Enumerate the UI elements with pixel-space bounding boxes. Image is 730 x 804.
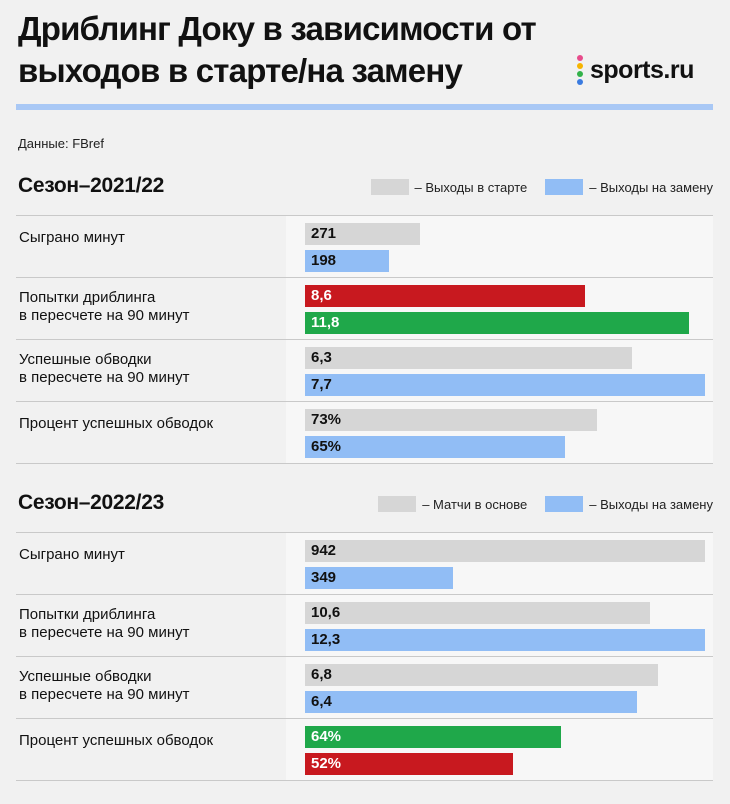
metric-row: Успешные обводки в пересчете на 90 минут 6… (16, 657, 713, 719)
bar-sub: 349 (305, 567, 453, 589)
bar-start: 10,6 (305, 602, 650, 624)
bar-value-label: 349 (311, 569, 337, 586)
legend-swatch-start (370, 179, 409, 195)
bar-start: 942 (305, 540, 705, 562)
bar-area: 10,6 12,3 (286, 595, 713, 656)
bar-value-label: 271 (311, 225, 337, 242)
season-2022-panel: Сыграно минут 942 349 Попытки дриблинга в пе… (16, 532, 713, 781)
bar-start: 6,3 (305, 347, 632, 369)
bar-value-label: 65% (311, 438, 342, 455)
metric-row: Процент успешных обводок 73% 65% (16, 402, 713, 464)
bar-value-label: 73% (311, 411, 342, 428)
bar-value-label: 942 (311, 542, 337, 559)
bar-start: 73% (305, 409, 597, 431)
legend-swatch-sub (545, 179, 584, 195)
metric-row: Сыграно минут 271 198 (16, 216, 713, 278)
bar-value-label: 7,7 (311, 376, 332, 393)
bar-sub: 11,8 (305, 312, 689, 334)
chart-title: Дриблинг Доку в зависимости от выходов в… (18, 10, 537, 89)
bar-sub: 6,4 (305, 691, 637, 713)
metric-label: Успешные обводки в пересчете на 90 минут (19, 351, 190, 386)
season-2022-title: Сезон–2022/23 (18, 491, 164, 514)
legend-label-sub: – Выходы на замену (589, 179, 713, 195)
metric-row: Сыграно минут 942 349 (16, 533, 713, 595)
season-2021-title: Сезон–2021/22 (18, 174, 164, 197)
sports-ru-logo: sports.ru (576, 54, 694, 86)
bar-value-label: 198 (311, 252, 337, 269)
bar-start: 271 (305, 223, 420, 245)
legend-swatch-sub (545, 496, 584, 512)
metric-label: Сыграно минут (19, 229, 125, 246)
legend-label-start: – Выходы в старте (414, 179, 528, 195)
season-2021-panel: Сыграно минут 271 198 Попытки дриблинга в пе… (16, 215, 713, 464)
legend-item-sub: – Выходы на замену (545, 496, 713, 512)
metric-label: Сыграно минут (19, 546, 125, 563)
bar-area: 271 198 (286, 216, 713, 277)
bar-start: 8,6 (305, 285, 585, 307)
metric-label: Процент успешных обводок (19, 732, 214, 749)
data-source: Данные: FBref (18, 136, 104, 151)
bar-value-label: 6,8 (311, 666, 332, 683)
bar-start: 6,8 (305, 664, 658, 686)
header-divider (16, 104, 713, 110)
legend-label-sub: – Выходы на замену (589, 496, 713, 512)
bar-value-label: 64% (311, 728, 342, 745)
metric-row: Процент успешных обводок 64% 52% (16, 719, 713, 781)
bar-value-label: 8,6 (311, 287, 332, 304)
bar-value-label: 10,6 (311, 604, 341, 621)
bar-area: 73% 65% (286, 402, 713, 463)
bar-value-label: 6,3 (311, 349, 332, 366)
bar-start: 64% (305, 726, 561, 748)
season-2021-legend: – Выходы в старте – Выходы на замену (353, 179, 713, 195)
legend-item-sub: – Выходы на замену (545, 179, 713, 195)
legend-item-start: – Матчи в основе (378, 496, 527, 512)
metric-label: Процент успешных обводок (19, 415, 214, 432)
metric-row: Попытки дриблинга в пересчете на 90 минут… (16, 278, 713, 340)
bar-sub: 198 (305, 250, 389, 272)
bar-sub: 7,7 (305, 374, 705, 396)
bar-value-label: 11,8 (311, 314, 340, 331)
bar-sub: 12,3 (305, 629, 705, 651)
logo-text: sports.ru (590, 55, 694, 84)
bar-value-label: 12,3 (311, 631, 341, 648)
bar-value-label: 52% (311, 755, 342, 772)
bar-area: 942 349 (286, 533, 713, 594)
bar-area: 8,6 11,8 (286, 278, 713, 339)
metric-label: Попытки дриблинга в пересчете на 90 минут (19, 606, 190, 641)
legend-item-start: – Выходы в старте (370, 179, 528, 195)
metric-label: Успешные обводки в пересчете на 90 минут (19, 668, 190, 703)
legend-label-start: – Матчи в основе (422, 496, 528, 512)
bar-area: 6,8 6,4 (286, 657, 713, 718)
bar-value-label: 6,4 (311, 693, 332, 710)
bar-area: 6,3 7,7 (286, 340, 713, 401)
season-2022-legend: – Матчи в основе – Выходы на замену (360, 496, 713, 512)
legend-swatch-start (378, 496, 417, 512)
metric-row: Попытки дриблинга в пересчете на 90 минут… (16, 595, 713, 657)
logo-dots-icon (576, 54, 584, 86)
metric-row: Успешные обводки в пересчете на 90 минут 6… (16, 340, 713, 402)
bar-sub: 65% (305, 436, 565, 458)
metric-label: Попытки дриблинга в пересчете на 90 минут (19, 289, 190, 324)
bar-sub: 52% (305, 753, 513, 775)
bar-area: 64% 52% (286, 719, 713, 780)
